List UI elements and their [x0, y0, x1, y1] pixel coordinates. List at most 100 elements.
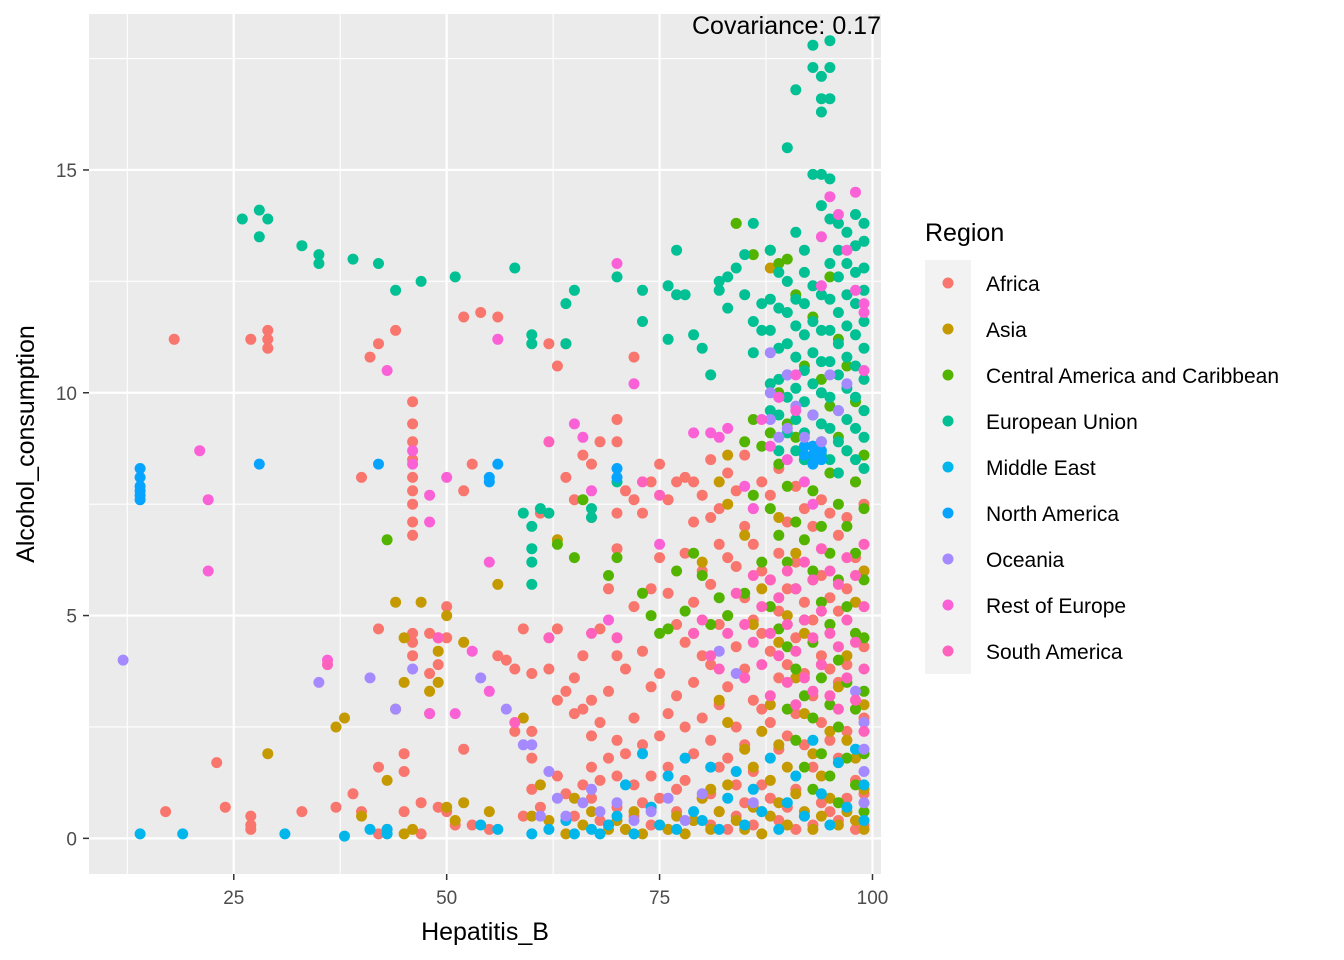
data-point [832, 498, 844, 510]
data-point [730, 766, 742, 777]
data-point [747, 414, 759, 425]
data-point [815, 418, 827, 430]
data-point [824, 699, 836, 711]
data-point [850, 476, 861, 488]
legend-items: Africa Asia Central America and Caribbean E… [942, 273, 1279, 664]
data-point [824, 725, 836, 737]
data-point [807, 39, 819, 51]
data-point [577, 703, 589, 715]
data-point [705, 761, 717, 773]
data-point [696, 712, 708, 724]
data-point [798, 476, 810, 488]
data-point [407, 663, 419, 675]
data-point [730, 668, 742, 679]
data-point [696, 556, 708, 568]
data-point [764, 489, 776, 501]
data-point [551, 694, 563, 706]
data-point [807, 712, 819, 724]
data-point [594, 828, 606, 840]
data-point [662, 708, 674, 720]
data-point [764, 690, 776, 702]
data-point [671, 783, 683, 795]
data-point [781, 819, 793, 831]
data-point [560, 685, 572, 697]
data-point [449, 708, 461, 720]
data-point [432, 676, 444, 688]
data-point [798, 627, 810, 639]
data-point [645, 476, 657, 488]
data-point [841, 725, 853, 737]
series-rest-of-europe [194, 186, 870, 720]
data-point [747, 761, 759, 773]
data-point [815, 596, 827, 608]
data-point [739, 672, 751, 684]
data-point [407, 445, 419, 457]
data-point [781, 516, 793, 528]
data-point [807, 783, 819, 795]
data-point [671, 565, 683, 577]
data-point [858, 503, 870, 515]
data-point [441, 632, 453, 644]
data-point [815, 454, 827, 466]
data-point [688, 596, 700, 608]
data-point [551, 538, 563, 550]
data-point [798, 449, 810, 461]
legend-item: Africa [942, 273, 1040, 296]
data-point [713, 694, 725, 706]
data-point [807, 378, 819, 390]
data-point [628, 806, 640, 818]
data-point [483, 556, 495, 568]
y-tick-label: 0 [66, 829, 77, 850]
legend-label: European Union [986, 411, 1138, 434]
data-point [858, 405, 870, 417]
data-point [824, 663, 836, 675]
data-point [832, 703, 844, 715]
data-point [739, 436, 751, 448]
y-axis-title: Alcohol_consumption [12, 325, 40, 563]
data-point [850, 186, 861, 198]
data-point [492, 311, 504, 323]
y-tick-label: 10 [56, 384, 77, 405]
data-point [364, 672, 376, 684]
data-point [739, 449, 751, 461]
data-point [603, 583, 614, 595]
data-point [594, 774, 606, 786]
data-point [747, 316, 759, 327]
data-point [798, 690, 810, 702]
data-point [722, 302, 734, 314]
data-point [841, 659, 853, 671]
data-point [407, 396, 419, 408]
data-point [586, 823, 597, 835]
data-point [713, 476, 725, 488]
data-point [543, 507, 555, 519]
data-point [773, 823, 785, 835]
data-point [364, 351, 376, 363]
data-point [798, 298, 810, 310]
data-point [858, 663, 870, 675]
data-point [543, 663, 555, 675]
data-point [611, 271, 623, 283]
data-point [858, 779, 870, 791]
data-point [790, 414, 802, 425]
data-point [850, 752, 861, 764]
data-point [313, 258, 325, 269]
data-point [407, 627, 419, 639]
data-point [781, 583, 793, 595]
data-point [662, 587, 674, 599]
data-point [790, 369, 802, 381]
data-point [551, 623, 563, 635]
data-point [526, 739, 538, 751]
data-point [611, 463, 623, 474]
data-point [815, 200, 827, 212]
data-point [798, 708, 810, 720]
data-point [560, 828, 572, 840]
data-point [654, 730, 666, 742]
data-point [654, 538, 666, 550]
data-point [841, 258, 853, 269]
data-point [850, 391, 861, 403]
data-point [841, 414, 853, 425]
data-point [373, 623, 384, 635]
axis-ticks: 25 50 75 100 0 5 10 15 [56, 161, 888, 909]
data-point [747, 694, 759, 706]
data-point [756, 659, 768, 671]
